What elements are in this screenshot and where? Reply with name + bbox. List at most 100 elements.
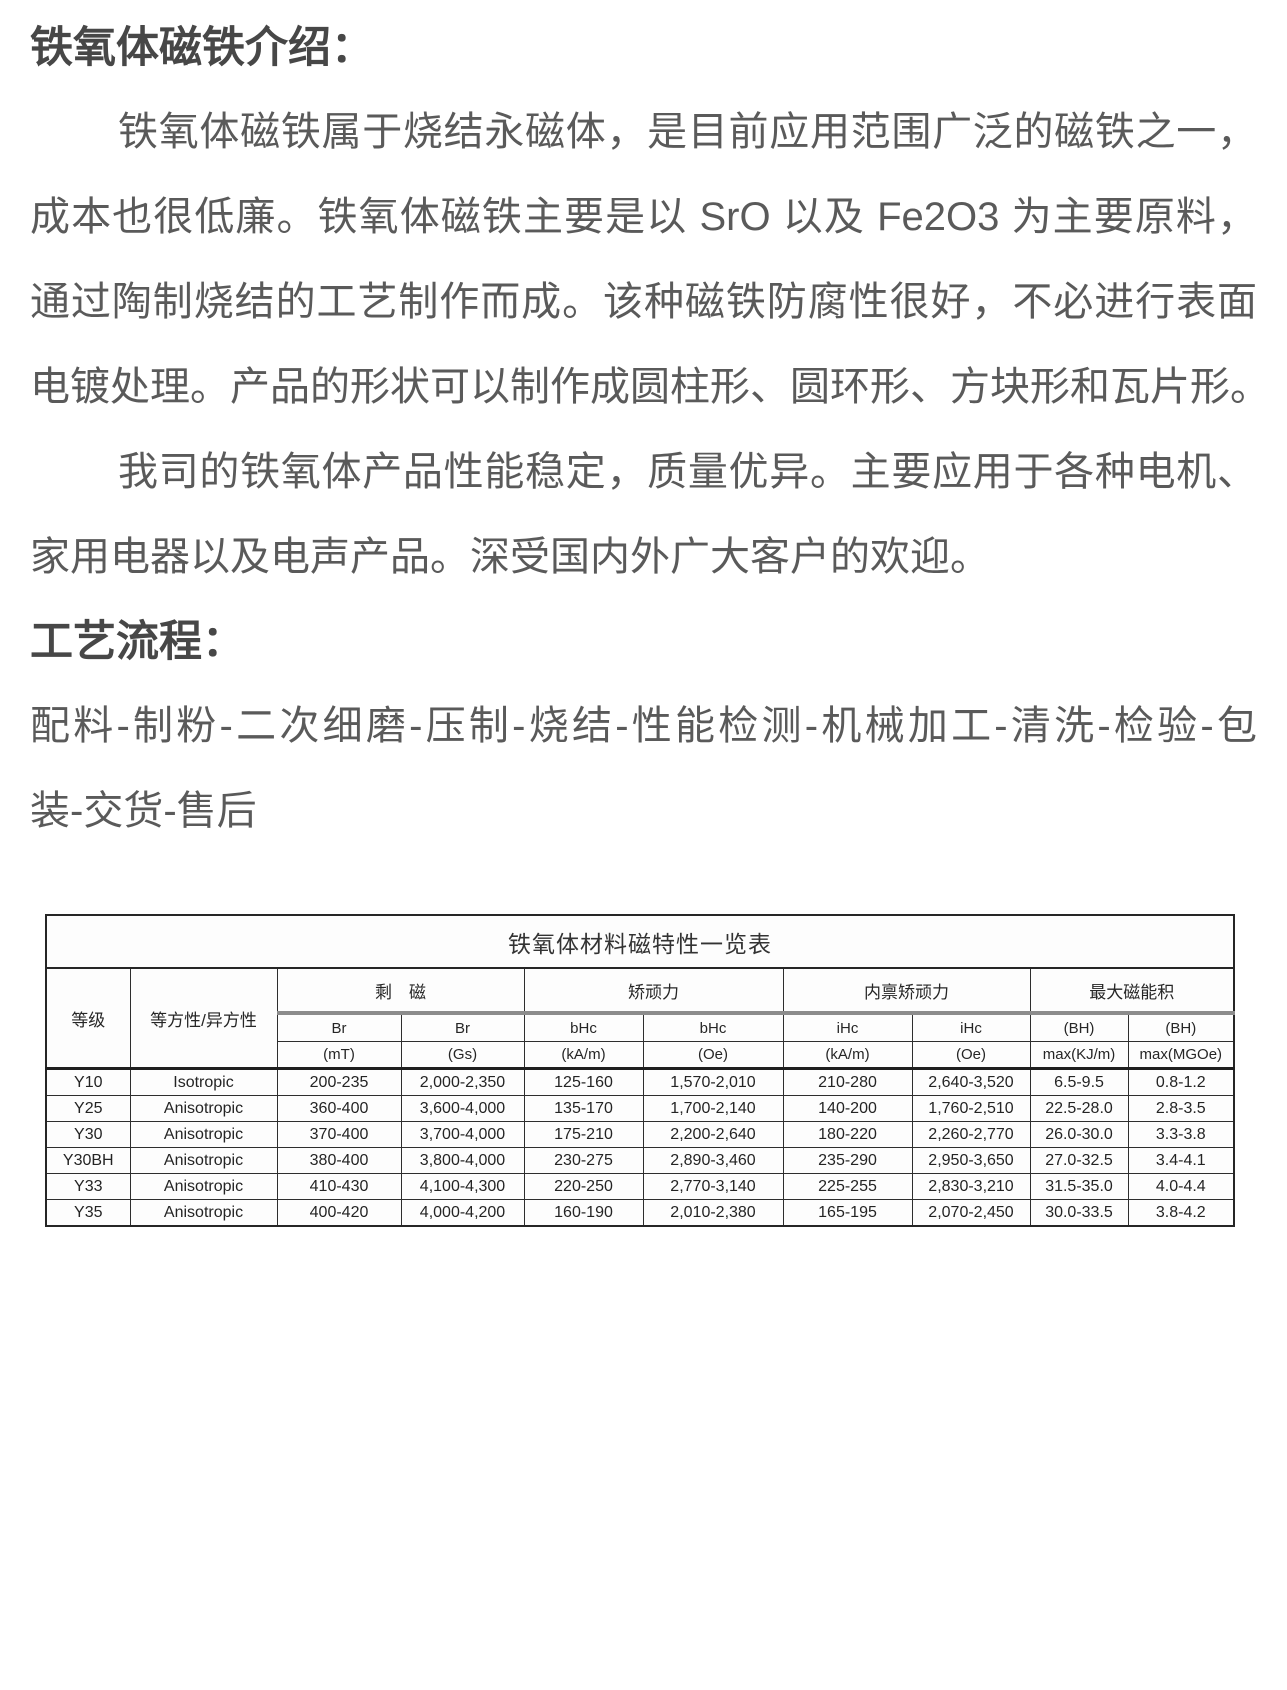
table-row: Y30 Anisotropic 370-400 3,700-4,000 175-… <box>45 1121 1235 1148</box>
value-cell: 3,800-4,000 <box>400 1147 525 1174</box>
value-cell: 3.4-4.1 <box>1127 1147 1235 1174</box>
value-cell: 27.0-32.5 <box>1029 1147 1129 1174</box>
type-cell: Anisotropic <box>129 1199 278 1227</box>
grade-cell: Y10 <box>45 1068 131 1096</box>
unit-header: max(MGOe) <box>1127 1041 1235 1070</box>
value-cell: 3,700-4,000 <box>400 1121 525 1148</box>
symbol-header: bHc <box>523 1012 644 1042</box>
value-cell: 380-400 <box>276 1147 402 1174</box>
unit-header: (kA/m) <box>782 1041 913 1070</box>
unit-header: (kA/m) <box>523 1041 644 1070</box>
value-cell: 220-250 <box>523 1173 644 1200</box>
col-header-grade: 等级 <box>45 967 131 1070</box>
value-cell: 370-400 <box>276 1121 402 1148</box>
process-flow-line: 装-交货-售后 <box>30 789 257 833</box>
value-cell: 180-220 <box>782 1121 913 1148</box>
table-row: Y33 Anisotropic 410-430 4,100-4,300 220-… <box>45 1173 1235 1200</box>
paragraph-line: 家用电器以及电声产品。深受国内外广大客户的欢迎。 <box>30 535 990 579</box>
table-row: Y30BH Anisotropic 380-400 3,800-4,000 23… <box>45 1147 1235 1174</box>
paragraph-line: 成本也很低廉。铁氧体磁铁主要是以 SrO 以及 Fe2O3 为主要原料， <box>30 195 1257 239</box>
paragraph-line: 铁氧体磁铁属于烧结永磁体，是目前应用范围广泛的磁铁之一， <box>118 110 1257 154</box>
value-cell: 2,000-2,350 <box>400 1068 525 1096</box>
unit-header: (Gs) <box>400 1041 525 1070</box>
value-cell: 1,760-2,510 <box>911 1095 1031 1122</box>
symbol-header: bHc <box>642 1012 784 1042</box>
value-cell: 0.8-1.2 <box>1127 1068 1235 1096</box>
value-cell: 2,830-3,210 <box>911 1173 1031 1200</box>
process-flow-line: 配料-制粉-二次细磨-压制-烧结-性能检测-机械加工-清洗-检验-包 <box>30 704 1257 748</box>
value-cell: 4,000-4,200 <box>400 1199 525 1227</box>
value-cell: 31.5-35.0 <box>1029 1173 1129 1200</box>
col-header-isotropy: 等方性/异方性 <box>129 967 278 1070</box>
value-cell: 1,570-2,010 <box>642 1068 784 1096</box>
grade-cell: Y33 <box>45 1173 131 1200</box>
value-cell: 2,770-3,140 <box>642 1173 784 1200</box>
value-cell: 3.8-4.2 <box>1127 1199 1235 1227</box>
value-cell: 210-280 <box>782 1068 913 1096</box>
value-cell: 4,100-4,300 <box>400 1173 525 1200</box>
value-cell: 30.0-33.5 <box>1029 1199 1129 1227</box>
value-cell: 140-200 <box>782 1095 913 1122</box>
value-cell: 2,640-3,520 <box>911 1068 1031 1096</box>
table-row: Y35 Anisotropic 400-420 4,000-4,200 160-… <box>45 1199 1235 1227</box>
symbol-header: iHc <box>782 1012 913 1042</box>
paragraph-line: 通过陶制烧结的工艺制作而成。该种磁铁防腐性很好，不必进行表面 <box>30 280 1257 324</box>
grade-cell: Y25 <box>45 1095 131 1122</box>
value-cell: 3.3-3.8 <box>1127 1121 1235 1148</box>
value-cell: 2.8-3.5 <box>1127 1095 1235 1122</box>
unit-header: max(KJ/m) <box>1029 1041 1129 1070</box>
value-cell: 165-195 <box>782 1199 913 1227</box>
group-header-intrinsic-coercivity: 内禀矫顽力 <box>782 967 1031 1015</box>
group-header-coercivity: 矫顽力 <box>523 967 784 1015</box>
value-cell: 225-255 <box>782 1173 913 1200</box>
value-cell: 175-210 <box>523 1121 644 1148</box>
table-row: Y25 Anisotropic 360-400 3,600-4,000 135-… <box>45 1095 1235 1122</box>
value-cell: 400-420 <box>276 1199 402 1227</box>
value-cell: 2,890-3,460 <box>642 1147 784 1174</box>
intro-heading: 铁氧体磁铁介绍： <box>30 24 374 72</box>
value-cell: 230-275 <box>523 1147 644 1174</box>
table-container: 铁氧体材料磁特性一览表 等级 等方性/异方性 剩 磁 矫顽力 内禀矫顽力 最大磁… <box>45 914 1257 1227</box>
value-cell: 4.0-4.4 <box>1127 1173 1235 1200</box>
magnetic-properties-table: 铁氧体材料磁特性一览表 等级 等方性/异方性 剩 磁 矫顽力 内禀矫顽力 最大磁… <box>45 914 1236 1227</box>
value-cell: 2,010-2,380 <box>642 1199 784 1227</box>
value-cell: 2,260-2,770 <box>911 1121 1031 1148</box>
type-cell: Anisotropic <box>129 1147 278 1174</box>
grade-cell: Y35 <box>45 1199 131 1227</box>
value-cell: 135-170 <box>523 1095 644 1122</box>
value-cell: 6.5-9.5 <box>1029 1068 1129 1096</box>
symbol-header: iHc <box>911 1012 1031 1042</box>
grade-cell: Y30 <box>45 1121 131 1148</box>
paragraph-line: 我司的铁氧体产品性能稳定，质量优异。主要应用于各种电机、 <box>118 450 1257 494</box>
type-cell: Anisotropic <box>129 1173 278 1200</box>
type-cell: Isotropic <box>129 1068 278 1096</box>
value-cell: 3,600-4,000 <box>400 1095 525 1122</box>
unit-header: (Oe) <box>911 1041 1031 1070</box>
symbol-header: Br <box>400 1012 525 1042</box>
document-page: 铁氧体磁铁介绍： 铁氧体磁铁属于烧结永磁体，是目前应用范围广泛的磁铁之一， 成本… <box>30 24 1270 1227</box>
value-cell: 125-160 <box>523 1068 644 1096</box>
table-row: Y10 Isotropic 200-235 2,000-2,350 125-16… <box>45 1068 1235 1096</box>
value-cell: 2,070-2,450 <box>911 1199 1031 1227</box>
symbol-header: (BH) <box>1029 1012 1129 1042</box>
group-header-remanence: 剩 磁 <box>276 967 525 1015</box>
type-cell: Anisotropic <box>129 1095 278 1122</box>
table-title: 铁氧体材料磁特性一览表 <box>45 914 1235 969</box>
process-heading: 工艺流程： <box>30 618 245 666</box>
grade-cell: Y30BH <box>45 1147 131 1174</box>
symbol-header: (BH) <box>1127 1012 1235 1042</box>
type-cell: Anisotropic <box>129 1121 278 1148</box>
unit-header: (Oe) <box>642 1041 784 1070</box>
value-cell: 410-430 <box>276 1173 402 1200</box>
value-cell: 2,950-3,650 <box>911 1147 1031 1174</box>
unit-header: (mT) <box>276 1041 402 1070</box>
group-header-max-energy-product: 最大磁能积 <box>1029 967 1235 1015</box>
value-cell: 360-400 <box>276 1095 402 1122</box>
paragraph-line: 电镀处理。产品的形状可以制作成圆柱形、圆环形、方块形和瓦片形。 <box>30 365 1270 409</box>
value-cell: 26.0-30.0 <box>1029 1121 1129 1148</box>
value-cell: 22.5-28.0 <box>1029 1095 1129 1122</box>
value-cell: 2,200-2,640 <box>642 1121 784 1148</box>
value-cell: 235-290 <box>782 1147 913 1174</box>
value-cell: 1,700-2,140 <box>642 1095 784 1122</box>
symbol-header: Br <box>276 1012 402 1042</box>
